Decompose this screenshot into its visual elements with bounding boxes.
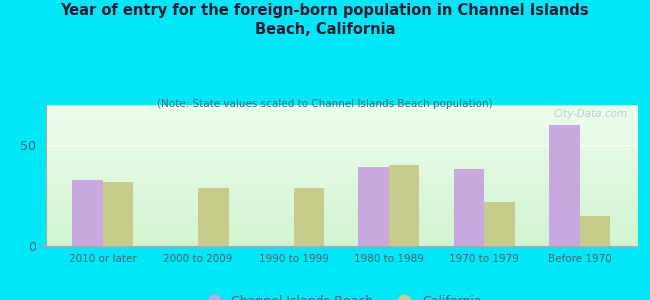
Bar [358,167,389,246]
Bar [580,216,610,246]
Bar [294,188,324,246]
Bar [389,165,419,246]
Bar [549,125,580,246]
Bar [72,179,103,246]
Bar [103,182,133,246]
Legend: Channel Islands Beach, California: Channel Islands Beach, California [196,290,486,300]
Text: Year of entry for the foreign-born population in Channel Islands
Beach, Californ: Year of entry for the foreign-born popul… [60,3,590,37]
Bar [454,169,484,246]
Bar [198,188,229,246]
Bar [484,202,515,246]
Text: City-Data.com: City-Data.com [554,109,628,119]
Text: (Note: State values scaled to Channel Islands Beach population): (Note: State values scaled to Channel Is… [157,99,493,109]
